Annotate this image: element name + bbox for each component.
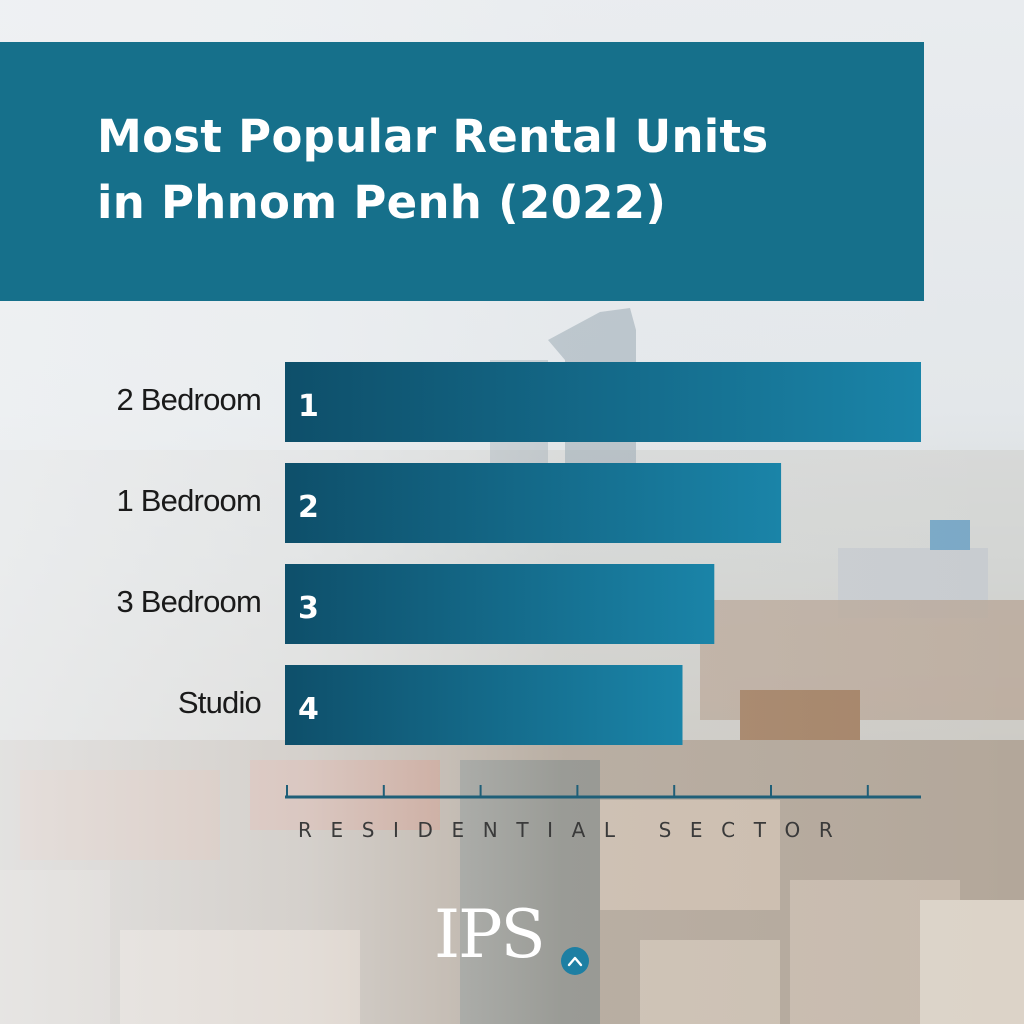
ips-logo-text: IPS [434,896,546,973]
chevron-up-icon [567,956,583,967]
category-label: 2 Bedroom [117,382,261,417]
category-label: Studio [178,685,261,720]
x-axis-title: RESIDENTIAL SECTOR [298,818,852,842]
chart-title: Most Popular Rental Units in Phnom Penh … [97,104,897,236]
category-label: 1 Bedroom [117,483,261,518]
bar-2-bedroom [285,362,921,442]
bar-1-bedroom [285,463,782,543]
bar-studio [285,665,683,745]
chart-title-line-2: in Phnom Penh (2022) [97,176,667,229]
rank-data-label: 4 [298,692,319,727]
category-label: 3 Bedroom [117,584,261,619]
bar-3-bedroom [285,564,715,644]
chart-title-line-1: Most Popular Rental Units [97,110,769,163]
bars-group: 2 Bedroom 1 1 Bedroom 2 3 Bedroom 3 Studio 4 [117,362,921,745]
rank-data-label: 2 [298,490,319,525]
rank-data-label: 3 [298,591,319,626]
title-panel [0,42,924,301]
logo-badge [561,947,589,975]
rank-data-label: 1 [298,389,319,424]
x-axis [285,785,921,799]
